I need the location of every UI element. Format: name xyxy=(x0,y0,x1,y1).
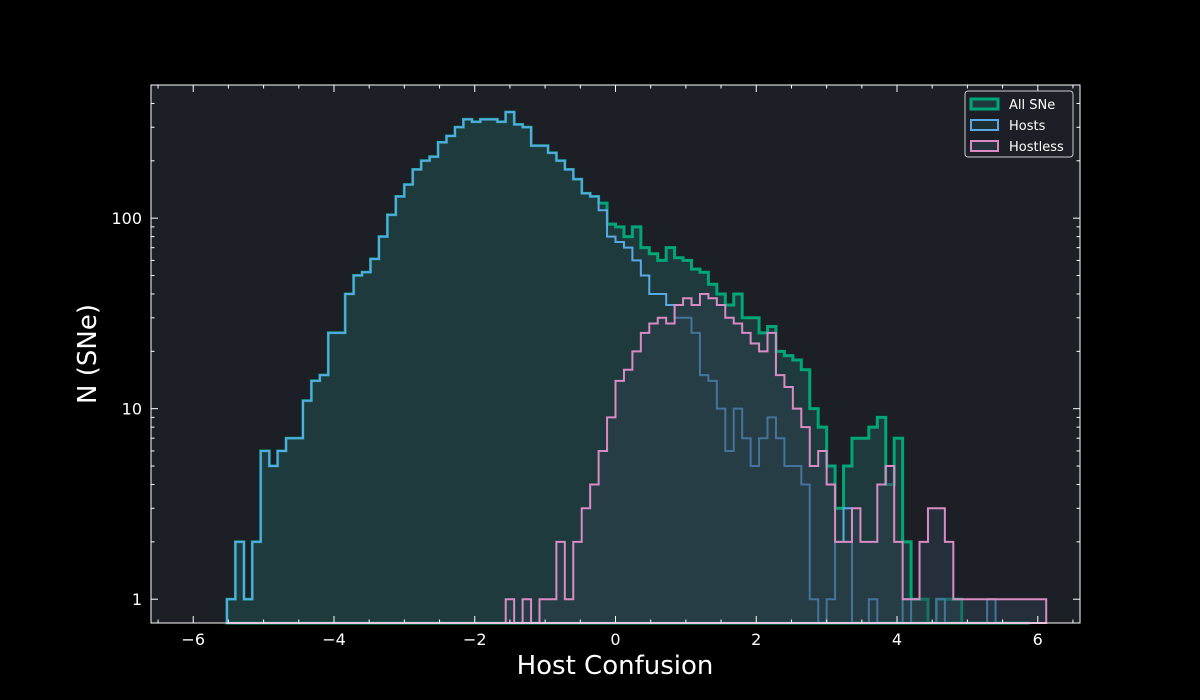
series-fill-hostless xyxy=(227,293,1047,623)
legend-label-hosts: Hosts xyxy=(1009,119,1046,134)
legend: All SNe Hosts Hostless xyxy=(964,90,1074,158)
legend-label-all-sne: All SNe xyxy=(1009,98,1055,113)
histogram-series-layer xyxy=(225,110,1048,625)
x-axis-label: Host Confusion xyxy=(517,651,714,681)
x-tick-label: −4 xyxy=(322,630,346,649)
x-tick-label: −2 xyxy=(463,630,487,649)
legend-swatch-hostless xyxy=(970,140,999,152)
axis-ticks-layer: −6 −4 −2 0 2 4 6 1 10 100 xyxy=(111,84,1080,649)
x-tick-label: 2 xyxy=(751,630,761,649)
y-tick-label: 10 xyxy=(122,400,142,419)
plot-frame xyxy=(150,84,1081,624)
x-tick-label: 4 xyxy=(892,630,902,649)
y-axis-label: N (SNe) xyxy=(73,304,103,404)
legend-label-hostless: Hostless xyxy=(1009,140,1064,155)
x-tick-label: 0 xyxy=(610,630,620,649)
legend-swatch-all-sne xyxy=(969,97,1000,111)
series-fill-hosts xyxy=(227,112,1030,624)
y-tick-label: 1 xyxy=(132,590,142,609)
y-tick-label: 100 xyxy=(111,209,142,228)
x-tick-label: 6 xyxy=(1033,630,1043,649)
legend-swatch-hosts xyxy=(970,119,999,131)
x-tick-label: −6 xyxy=(181,630,205,649)
